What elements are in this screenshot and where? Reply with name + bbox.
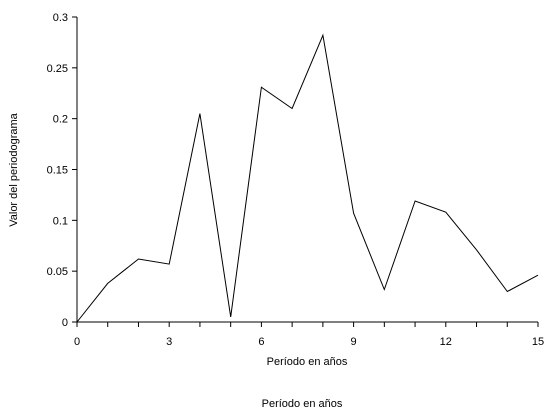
- y-tick-label: 0.3: [53, 12, 68, 24]
- y-tick-label: 0.05: [47, 266, 68, 278]
- y-tick-label: 0.25: [47, 63, 68, 75]
- y-tick-label: 0.2: [53, 114, 68, 126]
- y-tick-label: 0.15: [47, 165, 68, 177]
- x-tick-label: 0: [74, 336, 80, 348]
- y-axis: 0 0.05 0.1 0.15 0.2 0.25 0.3: [47, 12, 78, 329]
- x-tick-label: 15: [532, 336, 544, 348]
- x-tick-label: 12: [440, 336, 452, 348]
- x-axis-title: Período en años: [267, 356, 348, 368]
- x-tick-label: 3: [166, 336, 172, 348]
- x-tick-label: 9: [351, 336, 357, 348]
- y-tick-label: 0: [62, 317, 68, 329]
- y-axis-title: Valor del periodograma: [8, 112, 20, 226]
- x-axis: 0 3 6 9 12 15: [74, 321, 544, 348]
- x-tick-label: 6: [258, 336, 264, 348]
- series-line: [76, 33, 539, 323]
- y-tick-label: 0.1: [53, 215, 68, 227]
- series-group: [76, 33, 539, 323]
- chart-caption: Período en años: [262, 398, 343, 410]
